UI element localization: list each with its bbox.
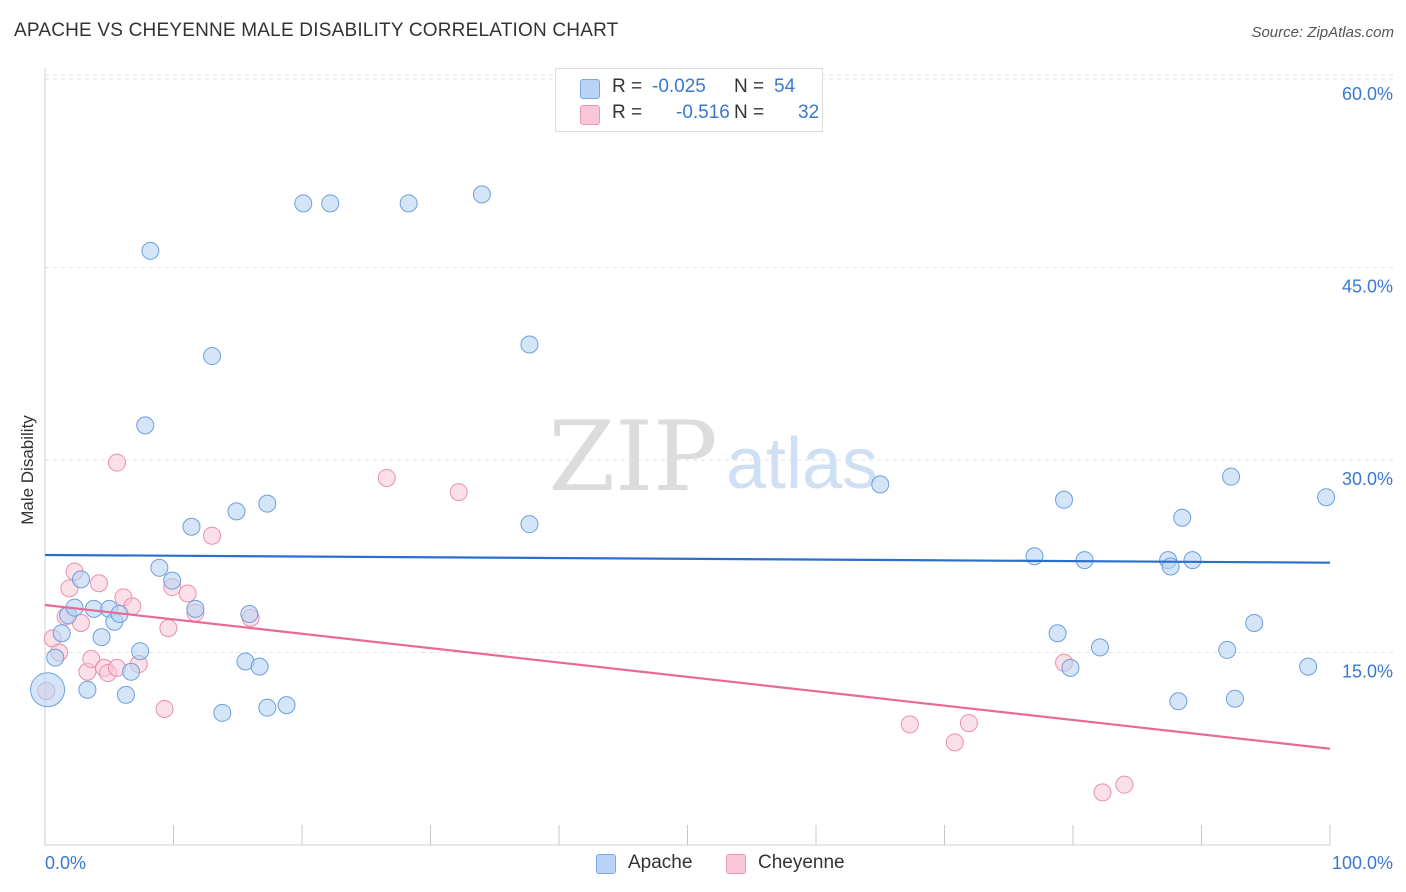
apache-point xyxy=(250,657,269,676)
apache-point xyxy=(186,599,205,618)
apache-point xyxy=(1218,640,1237,659)
cheyenne-point xyxy=(377,468,396,487)
apache-point xyxy=(1317,488,1336,507)
cheyenne-point xyxy=(900,715,919,734)
cheyenne-point xyxy=(959,714,978,733)
watermark: ZIP atlas xyxy=(548,401,878,513)
r-value: -0.025 xyxy=(652,76,706,97)
apache-point xyxy=(46,648,65,667)
cheyenne-swatch xyxy=(726,854,746,874)
apache-point xyxy=(277,696,296,715)
cheyenne-point xyxy=(1093,783,1112,802)
apache-point xyxy=(116,685,135,704)
r-label: R = xyxy=(612,102,643,123)
r-value: -0.516 xyxy=(676,102,730,123)
cheyenne-point xyxy=(449,483,468,502)
cheyenne-point xyxy=(1115,775,1134,794)
apache-point xyxy=(163,571,182,590)
apache-point xyxy=(1061,658,1080,677)
apache-point xyxy=(1025,547,1044,566)
trend-lines xyxy=(44,553,1331,750)
apache-point xyxy=(240,605,259,623)
apache-point xyxy=(1090,638,1109,657)
apache-point xyxy=(92,628,111,647)
apache-point xyxy=(122,662,141,681)
apache-point xyxy=(150,558,169,577)
apache-point xyxy=(520,515,539,534)
apache-swatch xyxy=(596,854,616,874)
apache-point xyxy=(131,642,150,661)
apache-point xyxy=(399,194,418,213)
apache-point xyxy=(136,416,155,435)
apache-point xyxy=(213,703,232,722)
apache-point xyxy=(1169,692,1188,711)
cheyenne-point xyxy=(159,619,178,638)
cheyenne-point xyxy=(89,574,108,593)
apache-point xyxy=(203,347,222,366)
apache-point xyxy=(30,672,66,708)
cheyenne-point xyxy=(107,453,126,472)
cheyenne-point xyxy=(155,699,174,718)
apache-point xyxy=(227,502,246,521)
apache-point xyxy=(871,475,890,494)
cheyenne-trend-line xyxy=(44,603,1331,750)
n-value: 54 xyxy=(774,76,796,97)
apache-points xyxy=(30,185,1336,722)
legend-label: Apache xyxy=(628,852,693,873)
n-value: 32 xyxy=(798,102,820,123)
apache-point xyxy=(321,194,340,213)
correlation-legend: R = -0.025 N = 54 R = -0.516 N = 32 xyxy=(555,68,823,132)
apache-point xyxy=(52,624,71,643)
y-tick-label: 15.0% xyxy=(1342,662,1393,682)
apache-point xyxy=(1225,689,1244,708)
n-label: N = xyxy=(734,102,765,123)
n-label: N = xyxy=(734,76,765,97)
tick-labels: 15.0% 30.0% 45.0% 60.0% 0.0% 100.0% xyxy=(45,84,1393,873)
apache-point xyxy=(78,680,97,699)
apache-point xyxy=(520,335,539,354)
chart-title: APACHE VS CHEYENNE MALE DISABILITY CORRE… xyxy=(14,20,619,41)
apache-point xyxy=(472,185,491,204)
r-label: R = xyxy=(612,76,643,97)
apache-point xyxy=(182,517,201,536)
watermark-atlas: atlas xyxy=(726,424,878,504)
axes xyxy=(44,68,1331,846)
apache-point xyxy=(1055,490,1074,509)
legend-label: Cheyenne xyxy=(758,852,845,873)
apache-point xyxy=(1299,657,1318,676)
apache-point xyxy=(1245,613,1264,632)
apache-point xyxy=(1161,557,1180,576)
watermark-zip: ZIP xyxy=(548,401,717,513)
y-tick-label: 30.0% xyxy=(1342,469,1393,489)
cheyenne-point xyxy=(945,733,964,752)
x-tick-label: 0.0% xyxy=(45,853,86,873)
cheyenne-point xyxy=(203,526,222,545)
apache-point xyxy=(1183,551,1202,570)
apache-point xyxy=(258,698,277,717)
apache-point xyxy=(1222,467,1241,486)
apache-point xyxy=(294,194,313,213)
apache-swatch xyxy=(580,79,600,99)
apache-point xyxy=(71,570,90,589)
cheyenne-swatch xyxy=(580,105,600,125)
apache-point xyxy=(258,494,277,513)
y-tick-label: 60.0% xyxy=(1342,84,1393,104)
apache-trend-line xyxy=(44,553,1331,564)
cheyenne-point xyxy=(82,649,101,668)
apache-point xyxy=(1048,624,1067,643)
cheyenne-point xyxy=(178,584,197,603)
apache-point xyxy=(1173,508,1192,527)
y-tick-label: 45.0% xyxy=(1342,277,1393,297)
x-tick-label: 100.0% xyxy=(1332,853,1393,873)
source-label: Source: ZipAtlas.com xyxy=(1251,24,1394,41)
apache-point xyxy=(141,241,160,260)
